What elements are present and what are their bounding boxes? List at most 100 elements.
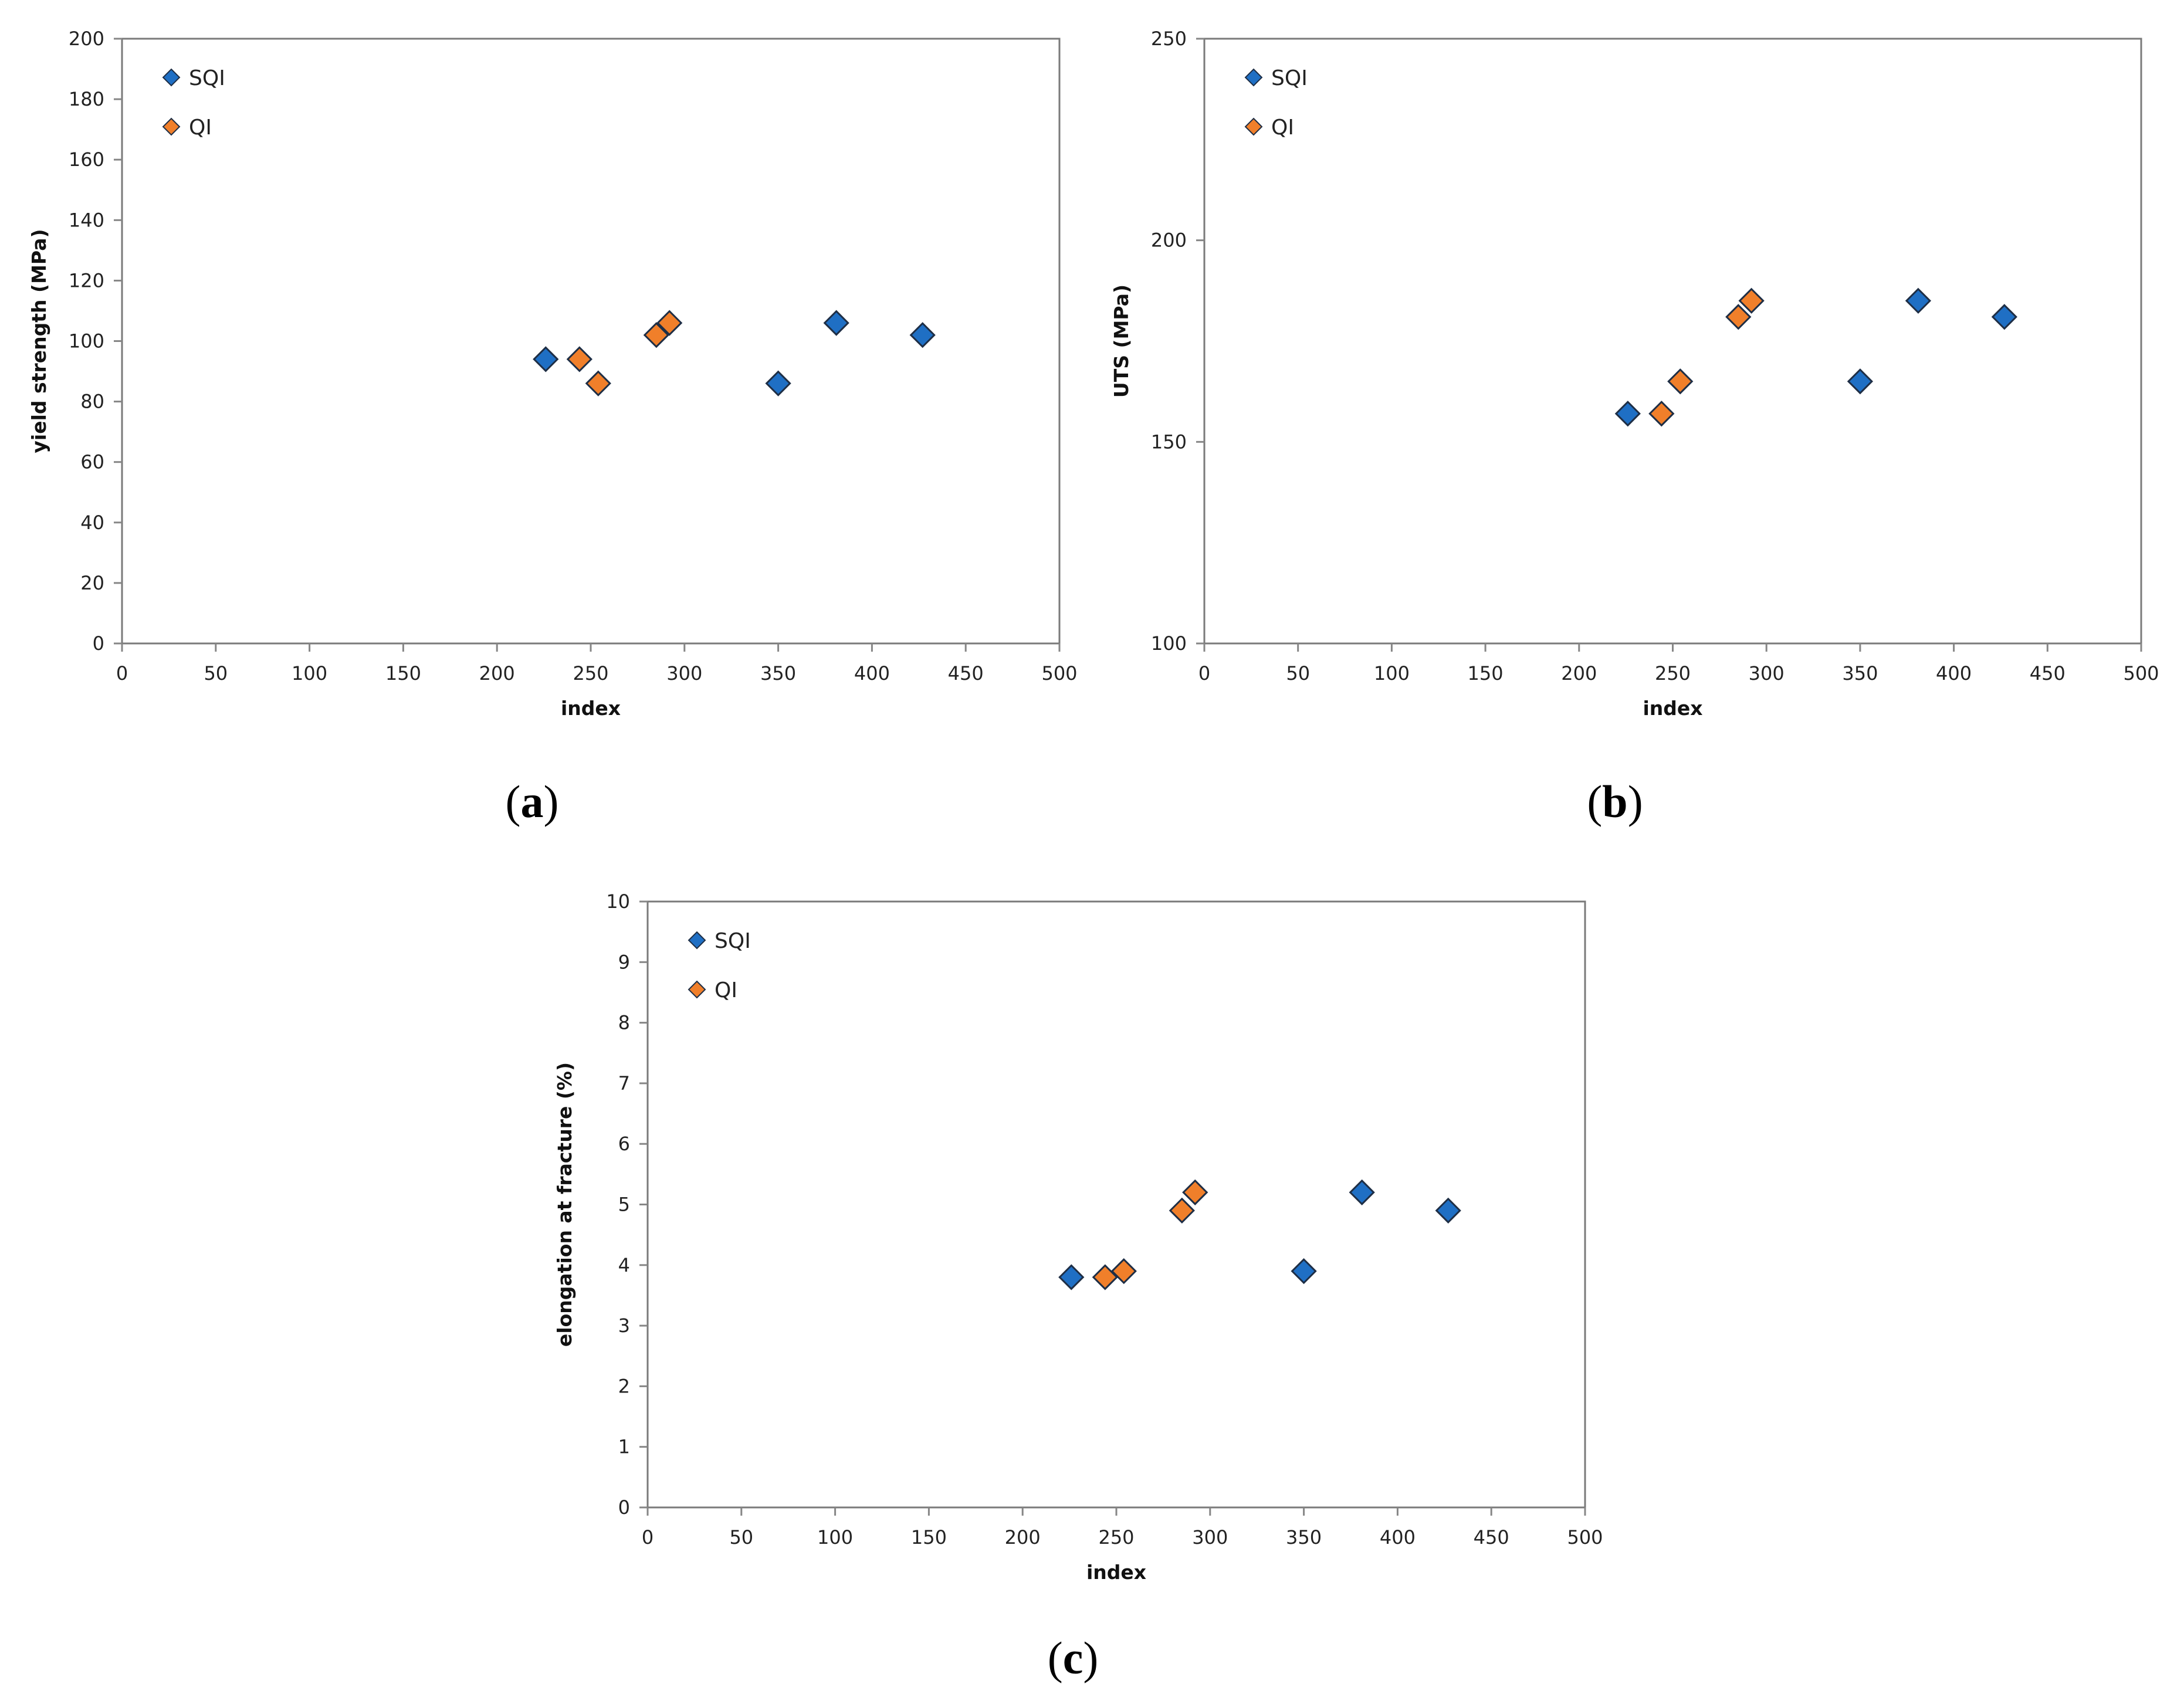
y-tick-label: 4 <box>618 1254 630 1276</box>
legend-label-sqi: SQI <box>1271 66 1308 90</box>
legend-marker-qi <box>688 980 706 999</box>
x-tick-label: 200 <box>1561 662 1597 685</box>
y-tick-label: 200 <box>1151 229 1187 252</box>
y-tick-label: 7 <box>618 1072 630 1095</box>
x-tick-label: 0 <box>1198 662 1210 685</box>
x-tick-label: 400 <box>1936 662 1972 685</box>
x-tick-label: 450 <box>948 662 984 685</box>
data-point-qi <box>656 310 683 336</box>
data-point-sqi <box>1058 1264 1085 1290</box>
y-tick-label: 2 <box>618 1375 630 1397</box>
legend-label-qi: QI <box>715 978 737 1002</box>
y-axis-title: yield strength (MPa) <box>28 229 50 453</box>
y-axis-title: UTS (MPa) <box>1110 284 1133 398</box>
data-point-sqi <box>1435 1197 1461 1224</box>
y-tick-label: 180 <box>69 88 104 110</box>
x-tick-label: 300 <box>1749 662 1785 685</box>
x-tick-label: 300 <box>1192 1526 1228 1548</box>
y-tick-label: 8 <box>618 1012 630 1034</box>
data-point-sqi <box>765 370 791 397</box>
data-point-qi <box>585 370 611 397</box>
x-tick-label: 150 <box>385 662 421 685</box>
x-tick-label: 500 <box>1567 1526 1603 1548</box>
data-point-sqi <box>1991 304 2017 330</box>
data-point-qi <box>1182 1179 1208 1205</box>
plot-area-c <box>646 900 1586 1509</box>
x-tick-label: 100 <box>817 1526 853 1548</box>
data-point-qi <box>1667 368 1694 395</box>
data-point-sqi <box>533 346 559 372</box>
data-point-qi <box>1725 304 1752 330</box>
x-tick-label: 50 <box>729 1526 753 1548</box>
data-point-sqi <box>1349 1179 1375 1205</box>
legend-label-sqi: SQI <box>189 66 225 90</box>
y-tick-label: 10 <box>606 890 630 913</box>
y-tick-label: 5 <box>618 1194 630 1216</box>
legend-marker-sqi <box>162 68 181 87</box>
x-tick-label: 350 <box>1842 662 1878 685</box>
data-point-qi <box>1092 1264 1118 1290</box>
y-tick-label: 60 <box>80 451 104 473</box>
x-tick-label: 100 <box>1374 662 1410 685</box>
x-tick-label: 350 <box>1286 1526 1322 1548</box>
chart-panel-b: 100 150 200 250 0 50 100 150 200 250 300 350 400 450 5… <box>1110 28 2159 827</box>
x-axis-title: index <box>1086 1561 1146 1584</box>
chart-panel-a: 0 20 40 60 80 100 120 140 160 180 200 0 50 100 150 200 2… <box>28 28 1078 827</box>
y-tick-label: 250 <box>1151 28 1187 50</box>
y-tick-label: 100 <box>69 330 104 353</box>
y-tick-label: 100 <box>1151 632 1187 655</box>
legend-label-qi: QI <box>1271 116 1294 140</box>
x-tick-label: 500 <box>1041 662 1077 685</box>
x-tick-label: 250 <box>1655 662 1691 685</box>
x-axis-title: index <box>1643 697 1702 720</box>
data-point-qi <box>566 346 592 372</box>
y-tick-label: 20 <box>80 572 104 594</box>
legend-marker-qi <box>162 117 181 136</box>
y-tick-label: 1 <box>618 1436 630 1458</box>
x-tick-label: 50 <box>204 662 228 685</box>
y-tick-label: 140 <box>69 209 104 231</box>
y-tick-label: 160 <box>69 148 104 171</box>
plot-area-a <box>121 38 1061 645</box>
data-point-sqi <box>909 322 936 348</box>
panel-label-a: (a) <box>506 776 559 827</box>
x-axis-title: index <box>561 697 621 720</box>
panel-label-c: (c) <box>1048 1632 1099 1683</box>
data-point-sqi <box>1291 1258 1317 1285</box>
x-tick-label: 300 <box>666 662 702 685</box>
x-tick-label: 150 <box>911 1526 947 1548</box>
x-tick-label: 450 <box>1474 1526 1509 1548</box>
y-axis-title: elongation at fracture (%) <box>553 1062 576 1347</box>
legend-label-sqi: SQI <box>715 929 751 953</box>
x-tick-label: 0 <box>116 662 128 685</box>
x-tick-label: 400 <box>1380 1526 1416 1548</box>
x-tick-label: 50 <box>1286 662 1310 685</box>
data-point-qi <box>1110 1258 1137 1285</box>
x-tick-label: 350 <box>760 662 796 685</box>
y-tick-label: 6 <box>618 1133 630 1155</box>
data-point-sqi <box>1905 287 1932 314</box>
legend-marker-sqi <box>688 931 706 950</box>
plot-area-b <box>1203 38 2142 645</box>
data-point-qi <box>643 322 669 348</box>
data-point-sqi <box>823 310 849 336</box>
x-tick-label: 250 <box>1098 1526 1134 1548</box>
x-tick-label: 100 <box>292 662 327 685</box>
panel-label-b: (b) <box>1587 776 1643 827</box>
x-tick-label: 250 <box>573 662 608 685</box>
y-tick-label: 0 <box>618 1496 630 1519</box>
x-tick-label: 450 <box>2030 662 2066 685</box>
data-point-qi <box>1648 401 1675 427</box>
x-tick-label: 500 <box>2123 662 2159 685</box>
x-tick-label: 0 <box>642 1526 653 1548</box>
x-tick-label: 400 <box>854 662 890 685</box>
x-tick-label: 200 <box>1005 1526 1041 1548</box>
y-tick-label: 40 <box>80 511 104 534</box>
data-point-qi <box>1738 287 1765 314</box>
y-tick-label: 200 <box>69 28 104 50</box>
legend-label-qi: QI <box>189 116 212 140</box>
data-point-sqi <box>1614 401 1641 427</box>
y-tick-label: 80 <box>80 391 104 413</box>
